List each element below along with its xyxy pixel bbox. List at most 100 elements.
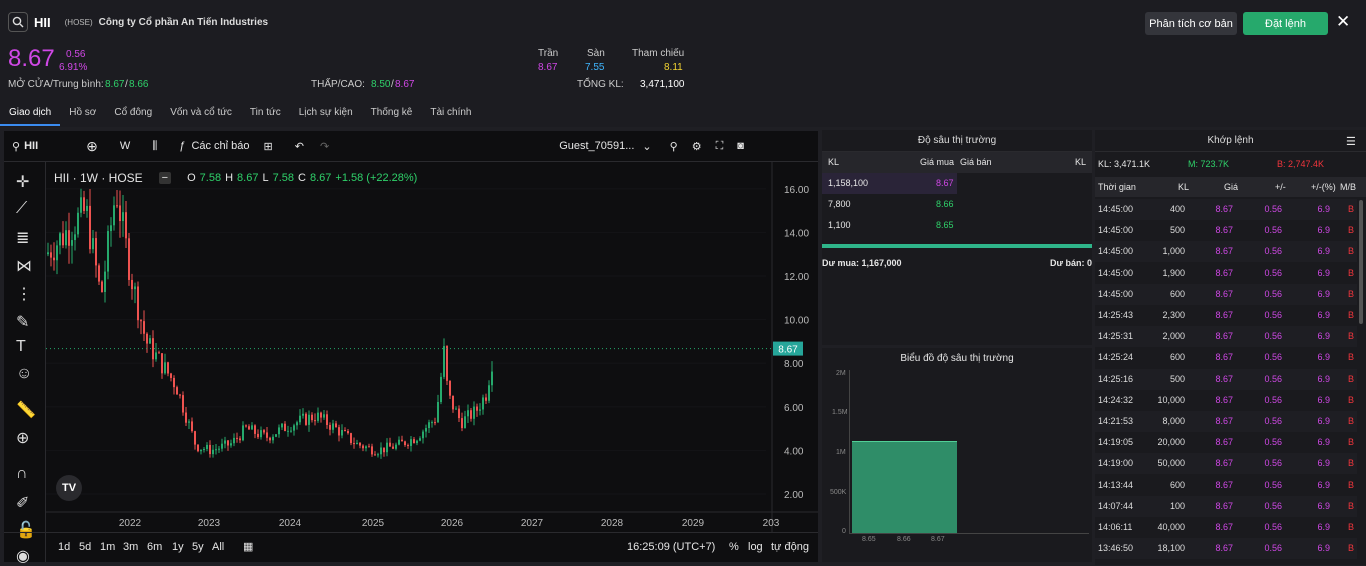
mrow-kl: 2,000 xyxy=(1162,331,1185,342)
gear-icon[interactable]: ⚙ xyxy=(691,140,702,153)
pattern-icon[interactable]: ⋈ xyxy=(16,258,32,275)
table-row: 14:06:11 40,000 8.67 0.56 6.9 B xyxy=(1095,517,1357,538)
candle-body xyxy=(128,238,130,280)
candle-body xyxy=(188,421,190,423)
candle-body xyxy=(86,205,88,211)
depth-kl-1: 7,800 xyxy=(828,199,851,209)
candlestick-plot[interactable]: 16.00 14.00 12.00 10.00 8.00 6.00 4.00 2.00 2022… xyxy=(46,162,818,562)
add-compare-icon[interactable]: ⊕ xyxy=(86,137,98,154)
basic-analysis-button[interactable]: Phân tích cơ bản xyxy=(1145,12,1237,35)
calendar-icon[interactable]: ▦ xyxy=(243,541,254,553)
scrollbar[interactable] xyxy=(1359,200,1363,324)
layout-icon[interactable]: ⊞ xyxy=(263,140,273,153)
crosshair-icon[interactable]: ✛ xyxy=(16,174,30,191)
mrow-price: 8.67 xyxy=(1215,522,1233,532)
log-toggle[interactable]: log xyxy=(748,541,763,553)
candle-body xyxy=(110,225,112,232)
magnet-icon[interactable]: ∩ xyxy=(16,465,28,482)
candles-icon[interactable]: ⫼ xyxy=(152,139,158,152)
camera-icon[interactable]: ◙ xyxy=(737,140,744,152)
chevron-down-icon[interactable]: ⌄ xyxy=(642,140,652,153)
pencil-lock-icon[interactable]: ✐ xyxy=(16,495,30,512)
range-all[interactable]: All xyxy=(212,541,225,553)
candle-body xyxy=(83,197,85,211)
candle-body xyxy=(200,449,202,452)
mrow-change: 0.56 xyxy=(1264,310,1282,320)
trendline-icon[interactable]: ⟋ xyxy=(16,200,28,217)
interval-selector[interactable]: W xyxy=(119,140,131,152)
search-icon[interactable] xyxy=(8,12,28,32)
redo-icon[interactable]: ↷ xyxy=(319,140,330,153)
prediction-icon[interactable]: ⋮ xyxy=(16,286,32,303)
candle-body xyxy=(449,380,451,396)
mrow-pct: 6.9 xyxy=(1317,500,1330,511)
tab-shareholders[interactable]: Cổ đông xyxy=(114,107,153,118)
candle-body xyxy=(71,240,73,246)
search-icon[interactable]: ⚲ xyxy=(12,140,21,153)
candle-body xyxy=(476,406,478,411)
quick-search-icon[interactable]: ⚲ xyxy=(669,140,678,153)
range-1m[interactable]: 1m xyxy=(100,541,116,553)
candle-body xyxy=(440,376,442,402)
mrow-kl: 20,000 xyxy=(1157,437,1185,448)
menu-icon[interactable]: ☰ xyxy=(1346,136,1356,148)
range-1d[interactable]: 1d xyxy=(58,541,71,553)
mrow-change: 0.56 xyxy=(1264,500,1282,511)
text-icon[interactable]: T xyxy=(16,338,26,355)
eye-icon[interactable]: ◉ xyxy=(16,548,30,565)
tab-events[interactable]: Lịch sự kiện xyxy=(298,107,353,118)
range-6m[interactable]: 6m xyxy=(147,541,163,553)
user-label[interactable]: Guest_70591... xyxy=(559,140,635,152)
tab-finance[interactable]: Tài chính xyxy=(430,107,472,118)
mrow-time: 14:24:32 xyxy=(1098,394,1134,405)
mrow-price: 8.67 xyxy=(1215,416,1233,426)
candle-body xyxy=(446,346,448,381)
lock-icon[interactable]: 🔓 xyxy=(16,522,36,539)
tab-trading[interactable]: Giao dịch xyxy=(0,104,61,126)
tab-capital-dividend[interactable]: Vốn và cổ tức xyxy=(170,107,232,118)
tab-news[interactable]: Tin tức xyxy=(249,107,281,118)
candle-body xyxy=(350,433,352,444)
zoom-in-icon[interactable]: ⊕ xyxy=(16,430,30,447)
y-tick-label: 4.00 xyxy=(784,446,804,457)
dc-y-2: 1M xyxy=(836,449,846,456)
candle-body xyxy=(203,449,205,451)
mrow-side: B xyxy=(1347,543,1354,554)
ruler-icon[interactable]: 📏 xyxy=(16,402,36,419)
range-5y[interactable]: 5y xyxy=(192,541,204,553)
range-5d[interactable]: 5d xyxy=(79,541,92,553)
fullscreen-icon[interactable]: ⛶ xyxy=(715,139,724,152)
brush-icon[interactable]: ✎ xyxy=(16,314,30,331)
legend-h-label: H xyxy=(225,172,234,184)
indicators-button[interactable]: Các chỉ báo xyxy=(191,140,250,152)
matched-header-row: Thời gian KL Giá +/- +/-(%) M/B xyxy=(1095,177,1366,197)
range-3m[interactable]: 3m xyxy=(123,541,139,553)
mrow-kl: 100 xyxy=(1169,500,1185,511)
close-icon[interactable]: ✕ xyxy=(1336,12,1351,31)
mrow-change: 0.56 xyxy=(1264,437,1282,448)
percent-toggle[interactable]: % xyxy=(729,541,739,553)
undo-icon[interactable]: ↶ xyxy=(294,140,304,153)
legend-o-label: O xyxy=(187,172,196,184)
legend-collapse-icon[interactable]: − xyxy=(158,172,172,184)
clock-time[interactable]: 16:25:09 (UTC+7) xyxy=(627,541,716,553)
chart-symbol[interactable]: HII xyxy=(24,140,39,152)
tab-profile[interactable]: Hồ sơ xyxy=(69,107,97,118)
candle-body xyxy=(455,408,457,410)
range-1y[interactable]: 1y xyxy=(172,541,184,553)
candle-body xyxy=(266,432,268,438)
auto-toggle[interactable]: tự động xyxy=(771,541,809,553)
mrow-price: 8.67 xyxy=(1215,479,1233,490)
candle-body xyxy=(98,265,100,282)
candle-body xyxy=(293,425,295,431)
tab-statistics[interactable]: Thống kê xyxy=(370,107,413,118)
indicators-icon[interactable]: ƒ xyxy=(179,140,186,152)
candle-body xyxy=(119,205,121,222)
candle-body xyxy=(80,197,82,213)
candle-body xyxy=(284,423,286,432)
place-order-button[interactable]: Đặt lệnh xyxy=(1243,12,1328,35)
table-row: 14:25:24 600 8.67 0.56 6.9 B xyxy=(1095,347,1357,369)
mrow-side: B xyxy=(1347,394,1354,405)
fib-icon[interactable]: ≣ xyxy=(16,230,30,247)
emoji-icon[interactable]: ☺ xyxy=(16,365,33,382)
